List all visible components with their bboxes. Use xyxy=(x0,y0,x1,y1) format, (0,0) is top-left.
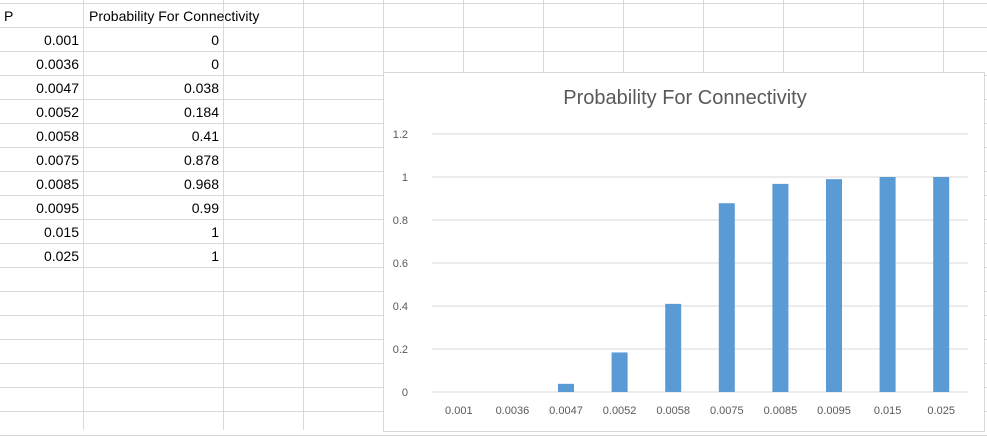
x-tick-label: 0.0095 xyxy=(817,405,851,417)
cell-probability[interactable]: 0.99 xyxy=(191,200,219,216)
bar[interactable] xyxy=(772,183,789,392)
x-tick-label: 0.001 xyxy=(445,405,473,417)
x-tick-label: 0.0052 xyxy=(603,405,637,417)
cell-p[interactable]: 0.0085 xyxy=(36,176,79,192)
cell-p[interactable]: 0.0036 xyxy=(36,56,79,72)
y-tick-label: 0.8 xyxy=(393,215,408,227)
grid-column-line xyxy=(83,0,84,430)
cell-p[interactable]: 0.0047 xyxy=(36,80,79,96)
grid-row-line xyxy=(0,3,987,4)
x-tick-label: 0.0047 xyxy=(549,405,583,417)
y-tick-label: 0 xyxy=(402,387,408,399)
grid-row-line xyxy=(0,27,987,28)
y-tick-label: 0.6 xyxy=(393,258,408,270)
grid-column-line xyxy=(303,0,304,430)
cell-probability[interactable]: 0.968 xyxy=(183,176,219,192)
cell-probability[interactable]: 0.038 xyxy=(183,80,219,96)
cell-probability[interactable]: 0 xyxy=(211,56,219,72)
chart-title: Probability For Connectivity xyxy=(563,87,807,109)
cell-p[interactable]: 0.025 xyxy=(43,248,79,264)
grid-column-line xyxy=(223,0,224,430)
cell-probability[interactable]: 0.184 xyxy=(183,104,219,120)
cell-p[interactable]: 0.001 xyxy=(43,32,79,48)
chart-plot: 0 0.2 0.4 0.6 0.8 1 1.2 0.001 0.0036 0.0047 0.0052… xyxy=(393,129,968,417)
cell-p[interactable]: 0.0058 xyxy=(36,128,79,144)
x-tick-label: 0.015 xyxy=(874,405,902,417)
bar[interactable] xyxy=(879,177,896,392)
y-tick-label: 1 xyxy=(402,172,408,184)
chart-object[interactable]: Probability For Connectivity 0 0.2 0.4 0.6 0… xyxy=(383,72,985,432)
cell-probability[interactable]: 1 xyxy=(211,248,219,264)
cell-p[interactable]: 0.0075 xyxy=(36,152,79,168)
x-tick-label: 0.0058 xyxy=(656,405,690,417)
y-tick-label: 1.2 xyxy=(393,129,408,141)
y-tick-label: 0.4 xyxy=(393,301,408,313)
bar[interactable] xyxy=(665,303,682,392)
bar[interactable] xyxy=(718,203,735,392)
x-tick-label: 0.025 xyxy=(927,405,955,417)
header-cell-probability[interactable]: Probability For Connectivity xyxy=(89,8,260,24)
bar[interactable] xyxy=(611,352,628,392)
bar[interactable] xyxy=(826,179,842,392)
x-tick-label: 0.0075 xyxy=(710,405,744,417)
cell-p[interactable]: 0.0095 xyxy=(36,200,79,216)
cell-probability[interactable]: 0 xyxy=(211,32,219,48)
bar[interactable] xyxy=(558,383,574,392)
header-cell-p[interactable]: P xyxy=(4,8,14,24)
y-tick-label: 0.2 xyxy=(393,344,408,356)
cell-probability[interactable]: 0.878 xyxy=(183,152,219,168)
cell-probability[interactable]: 1 xyxy=(211,224,219,240)
grid-row-line xyxy=(0,51,987,52)
x-tick-label: 0.0085 xyxy=(764,405,798,417)
bar[interactable] xyxy=(933,177,950,392)
cell-p[interactable]: 0.0052 xyxy=(36,104,79,120)
x-tick-label: 0.0036 xyxy=(496,405,530,417)
cell-p[interactable]: 0.015 xyxy=(43,224,79,240)
cell-probability[interactable]: 0.41 xyxy=(191,128,219,144)
